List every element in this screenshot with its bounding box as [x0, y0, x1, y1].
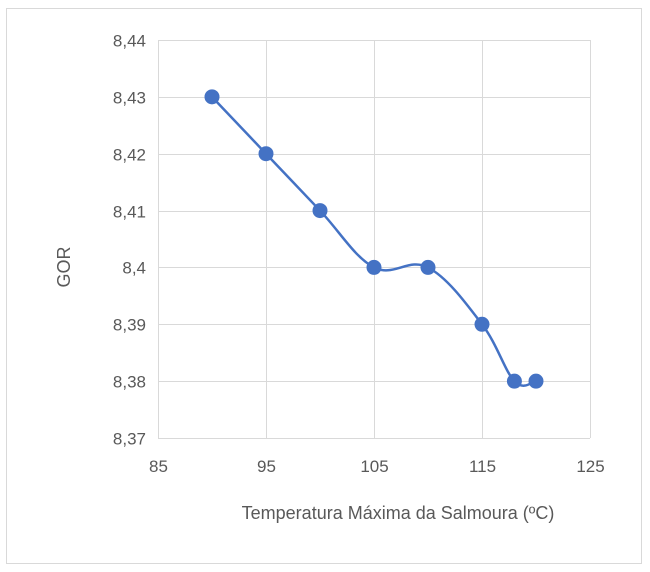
- y-tick-label: 8,37: [113, 430, 146, 449]
- y-tick-label: 8,38: [113, 373, 146, 392]
- data-point: [204, 89, 220, 105]
- y-axis-title: GOR: [54, 246, 74, 287]
- x-axis-ticks: 85 95 105 115 125: [149, 457, 605, 476]
- y-tick-label: 8,43: [113, 89, 146, 108]
- x-tick-label: 125: [576, 457, 604, 476]
- data-point: [528, 373, 544, 389]
- gridlines: [158, 40, 591, 439]
- y-tick-label: 8,44: [113, 32, 146, 51]
- data-point: [312, 203, 328, 219]
- data-point: [420, 259, 436, 275]
- series-layer: [204, 89, 544, 389]
- x-axis-title: Temperatura Máxima da Salmoura (ºC): [242, 503, 555, 523]
- x-tick-label: 85: [149, 457, 168, 476]
- data-point: [258, 146, 274, 162]
- x-tick-label: 95: [257, 457, 276, 476]
- y-tick-label: 8,4: [122, 259, 146, 278]
- chart-frame: [6, 8, 642, 564]
- y-tick-label: 8,41: [113, 203, 146, 222]
- y-tick-label: 8,42: [113, 146, 146, 165]
- x-tick-label: 105: [360, 457, 388, 476]
- x-tick-label: 115: [469, 457, 496, 476]
- data-point: [506, 373, 522, 389]
- y-axis-ticks: 8,37 8,38 8,39 8,4 8,41 8,42 8,43 8,44: [113, 32, 146, 449]
- y-tick-label: 8,39: [113, 316, 146, 335]
- data-point: [366, 259, 382, 275]
- data-point: [474, 316, 490, 332]
